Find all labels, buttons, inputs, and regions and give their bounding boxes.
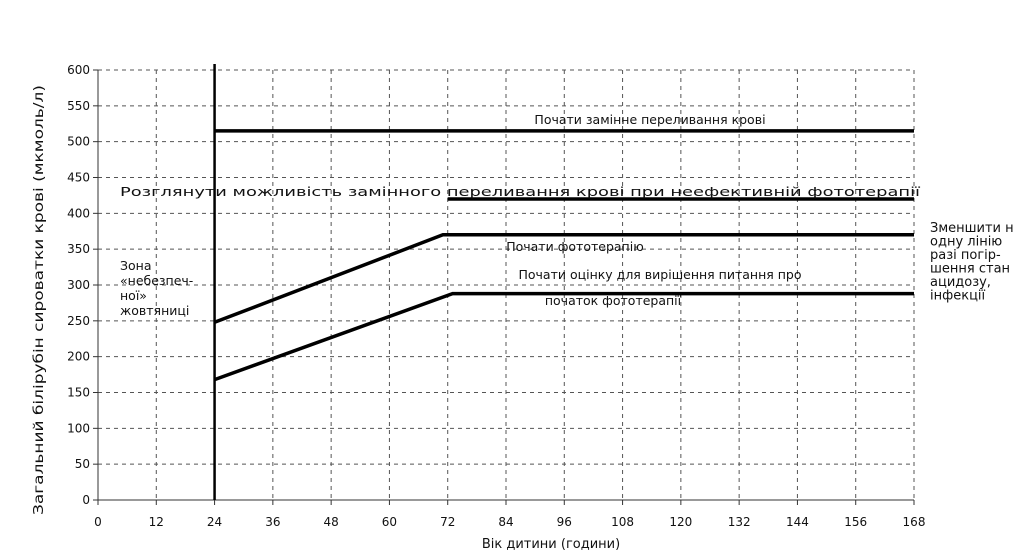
- annotation-exchange: Почати замінне переливання крові: [534, 112, 765, 127]
- x-tick-label: 120: [669, 515, 692, 529]
- series: [213, 64, 914, 500]
- x-tick-label: 12: [149, 515, 164, 529]
- zone-label-line: ної»: [120, 288, 147, 303]
- y-tick-label: 100: [67, 421, 90, 435]
- y-tick-label: 150: [67, 386, 90, 400]
- x-tick-label: 24: [207, 515, 222, 529]
- x-tick-label: 144: [786, 515, 809, 529]
- annotation-assess_1: Почати оцінку для вирішення питання про: [518, 267, 801, 282]
- series-line-4: [214, 291, 914, 382]
- labels: Почати замінне переливання крові Розгляну…: [120, 112, 1014, 318]
- y-tick-label: 250: [67, 314, 90, 328]
- x-tick-label: 0: [94, 515, 102, 529]
- y-axis-title: Загальний білірубін сироватки крові (мкм…: [32, 85, 47, 515]
- series-line-3: [213, 233, 914, 324]
- x-tick-label: 60: [382, 515, 397, 529]
- x-tick-label: 48: [324, 515, 339, 529]
- x-axis-title: Вік дитини (години): [482, 537, 620, 552]
- annotation-assess_2: початок фототерапії: [545, 293, 682, 308]
- side-note-line: шення стан: [930, 262, 1010, 277]
- x-tick-label: 36: [265, 515, 280, 529]
- x-tick-label: 108: [611, 515, 634, 529]
- grid: [98, 69, 915, 500]
- side-note-line: інфекції: [930, 289, 986, 304]
- x-tick-label: 168: [903, 515, 926, 529]
- y-tick-label: 400: [67, 206, 90, 220]
- y-tick-label: 450: [67, 171, 90, 185]
- zone-label-line: Зона: [120, 258, 152, 273]
- axes: 0 50 100 150 200 250 300 350 400 450 500 550 600 0 12 2…: [32, 63, 925, 552]
- y-tick-label: 200: [67, 350, 90, 364]
- annotation-consider: Розглянути можливість замінного перелива…: [120, 184, 921, 199]
- y-tick-label: 300: [67, 278, 90, 292]
- x-tick-label: 72: [440, 515, 455, 529]
- y-tick-label: 0: [82, 493, 90, 507]
- side-note-line: Зменшити н: [930, 221, 1014, 236]
- y-tick-label: 50: [75, 457, 90, 471]
- zone-label-line: «небезпеч-: [120, 273, 193, 288]
- side-note-line: одну лінію: [930, 235, 1002, 250]
- y-tick-label: 550: [67, 99, 90, 113]
- x-tick-label: 96: [557, 515, 572, 529]
- y-tick-label: 350: [67, 242, 90, 256]
- x-tick-label: 156: [844, 515, 867, 529]
- x-tick-label: 132: [728, 515, 751, 529]
- y-tick-label: 500: [67, 135, 90, 149]
- side-note-line: ацидозу,: [930, 275, 991, 290]
- zone-label-line: жовтяниці: [120, 303, 189, 318]
- y-tick-label: 600: [67, 63, 90, 77]
- side-note-line: разі погір-: [930, 248, 1001, 263]
- annotation-photo: Почати фототерапію: [506, 239, 643, 254]
- x-tick-label: 84: [498, 515, 513, 529]
